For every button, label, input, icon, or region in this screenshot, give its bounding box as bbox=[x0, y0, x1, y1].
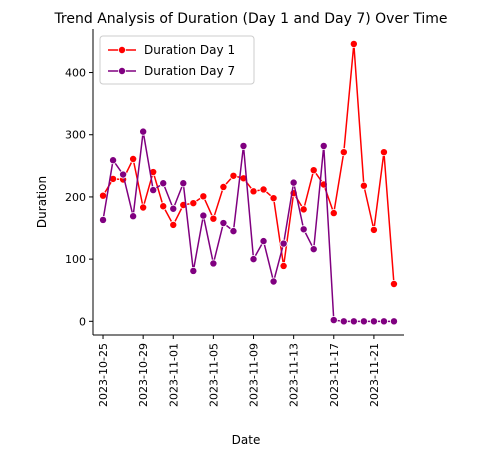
data-point bbox=[129, 212, 138, 221]
data-point bbox=[159, 179, 168, 188]
data-point bbox=[149, 186, 158, 195]
data-point bbox=[249, 255, 258, 264]
data-point bbox=[349, 317, 358, 326]
data-point bbox=[359, 317, 368, 326]
y-axis-label: Duration bbox=[35, 176, 49, 228]
x-axis-label: Date bbox=[232, 433, 261, 447]
data-point bbox=[309, 245, 318, 254]
legend-box bbox=[99, 35, 255, 85]
data-point bbox=[189, 266, 198, 275]
data-point bbox=[309, 166, 318, 175]
data-point bbox=[139, 203, 148, 212]
data-point bbox=[209, 259, 218, 268]
data-point bbox=[169, 204, 178, 213]
data-point bbox=[259, 185, 268, 194]
data-point bbox=[139, 127, 148, 136]
data-point bbox=[219, 219, 228, 228]
data-point bbox=[269, 277, 278, 286]
series-layer bbox=[99, 39, 398, 326]
data-point bbox=[159, 202, 168, 211]
data-point bbox=[319, 141, 328, 150]
data-point bbox=[379, 317, 388, 326]
data-point bbox=[99, 191, 108, 200]
data-point bbox=[209, 214, 218, 223]
x-tick-label: 2023-11-01 bbox=[167, 343, 180, 407]
data-point bbox=[349, 39, 358, 48]
data-point bbox=[329, 316, 338, 325]
data-point bbox=[169, 220, 178, 229]
x-tick-label: 2023-11-21 bbox=[368, 343, 381, 407]
series-line bbox=[102, 130, 394, 323]
data-point bbox=[229, 171, 238, 180]
data-point bbox=[219, 182, 228, 191]
legend-entry: Duration Day 7 bbox=[144, 64, 235, 78]
data-point bbox=[389, 317, 398, 326]
legend-entry: Duration Day 1 bbox=[144, 43, 235, 57]
data-point bbox=[99, 215, 108, 224]
data-point bbox=[119, 170, 128, 179]
data-point bbox=[289, 178, 298, 187]
y-tick-label: 200 bbox=[65, 191, 86, 204]
plot-area: 0 100 200 300 400 2023-10-25 2023-10-29 2023-11… bbox=[65, 29, 404, 407]
data-point bbox=[249, 187, 258, 196]
data-point bbox=[299, 205, 308, 214]
data-point bbox=[389, 279, 398, 288]
data-point bbox=[199, 211, 208, 220]
data-point bbox=[189, 199, 198, 208]
data-point bbox=[369, 317, 378, 326]
data-point bbox=[269, 194, 278, 203]
data-point bbox=[179, 179, 188, 188]
data-point bbox=[239, 141, 248, 150]
data-point bbox=[339, 317, 348, 326]
legend: Duration Day 1 Duration Day 7 bbox=[99, 35, 255, 85]
series-2 bbox=[99, 127, 398, 326]
data-point bbox=[259, 237, 268, 246]
x-tick-label: 2023-11-09 bbox=[248, 343, 261, 407]
x-tick-label: 2023-11-05 bbox=[207, 343, 220, 407]
data-point bbox=[279, 239, 288, 248]
legend-marker bbox=[118, 67, 127, 76]
data-point bbox=[379, 148, 388, 157]
data-point bbox=[279, 261, 288, 270]
y-tick-label: 300 bbox=[65, 129, 86, 142]
data-point bbox=[299, 225, 308, 234]
data-point bbox=[229, 227, 238, 236]
x-tick-label: 2023-11-13 bbox=[288, 343, 301, 407]
data-point bbox=[129, 154, 138, 163]
x-tick-label: 2023-11-17 bbox=[328, 343, 341, 407]
chart-title: Trend Analysis of Duration (Day 1 and Da… bbox=[53, 11, 447, 27]
legend-marker bbox=[118, 46, 127, 55]
data-point bbox=[339, 148, 348, 157]
x-tick-label: 2023-10-29 bbox=[137, 343, 150, 407]
y-tick-label: 400 bbox=[65, 67, 86, 80]
y-tick-label: 0 bbox=[79, 315, 86, 328]
data-point bbox=[359, 181, 368, 190]
y-tick-label: 100 bbox=[65, 253, 86, 266]
data-point bbox=[369, 225, 378, 234]
data-point bbox=[329, 209, 338, 218]
data-point bbox=[109, 156, 118, 165]
x-tick-label: 2023-10-25 bbox=[97, 343, 110, 407]
data-point bbox=[199, 192, 208, 201]
